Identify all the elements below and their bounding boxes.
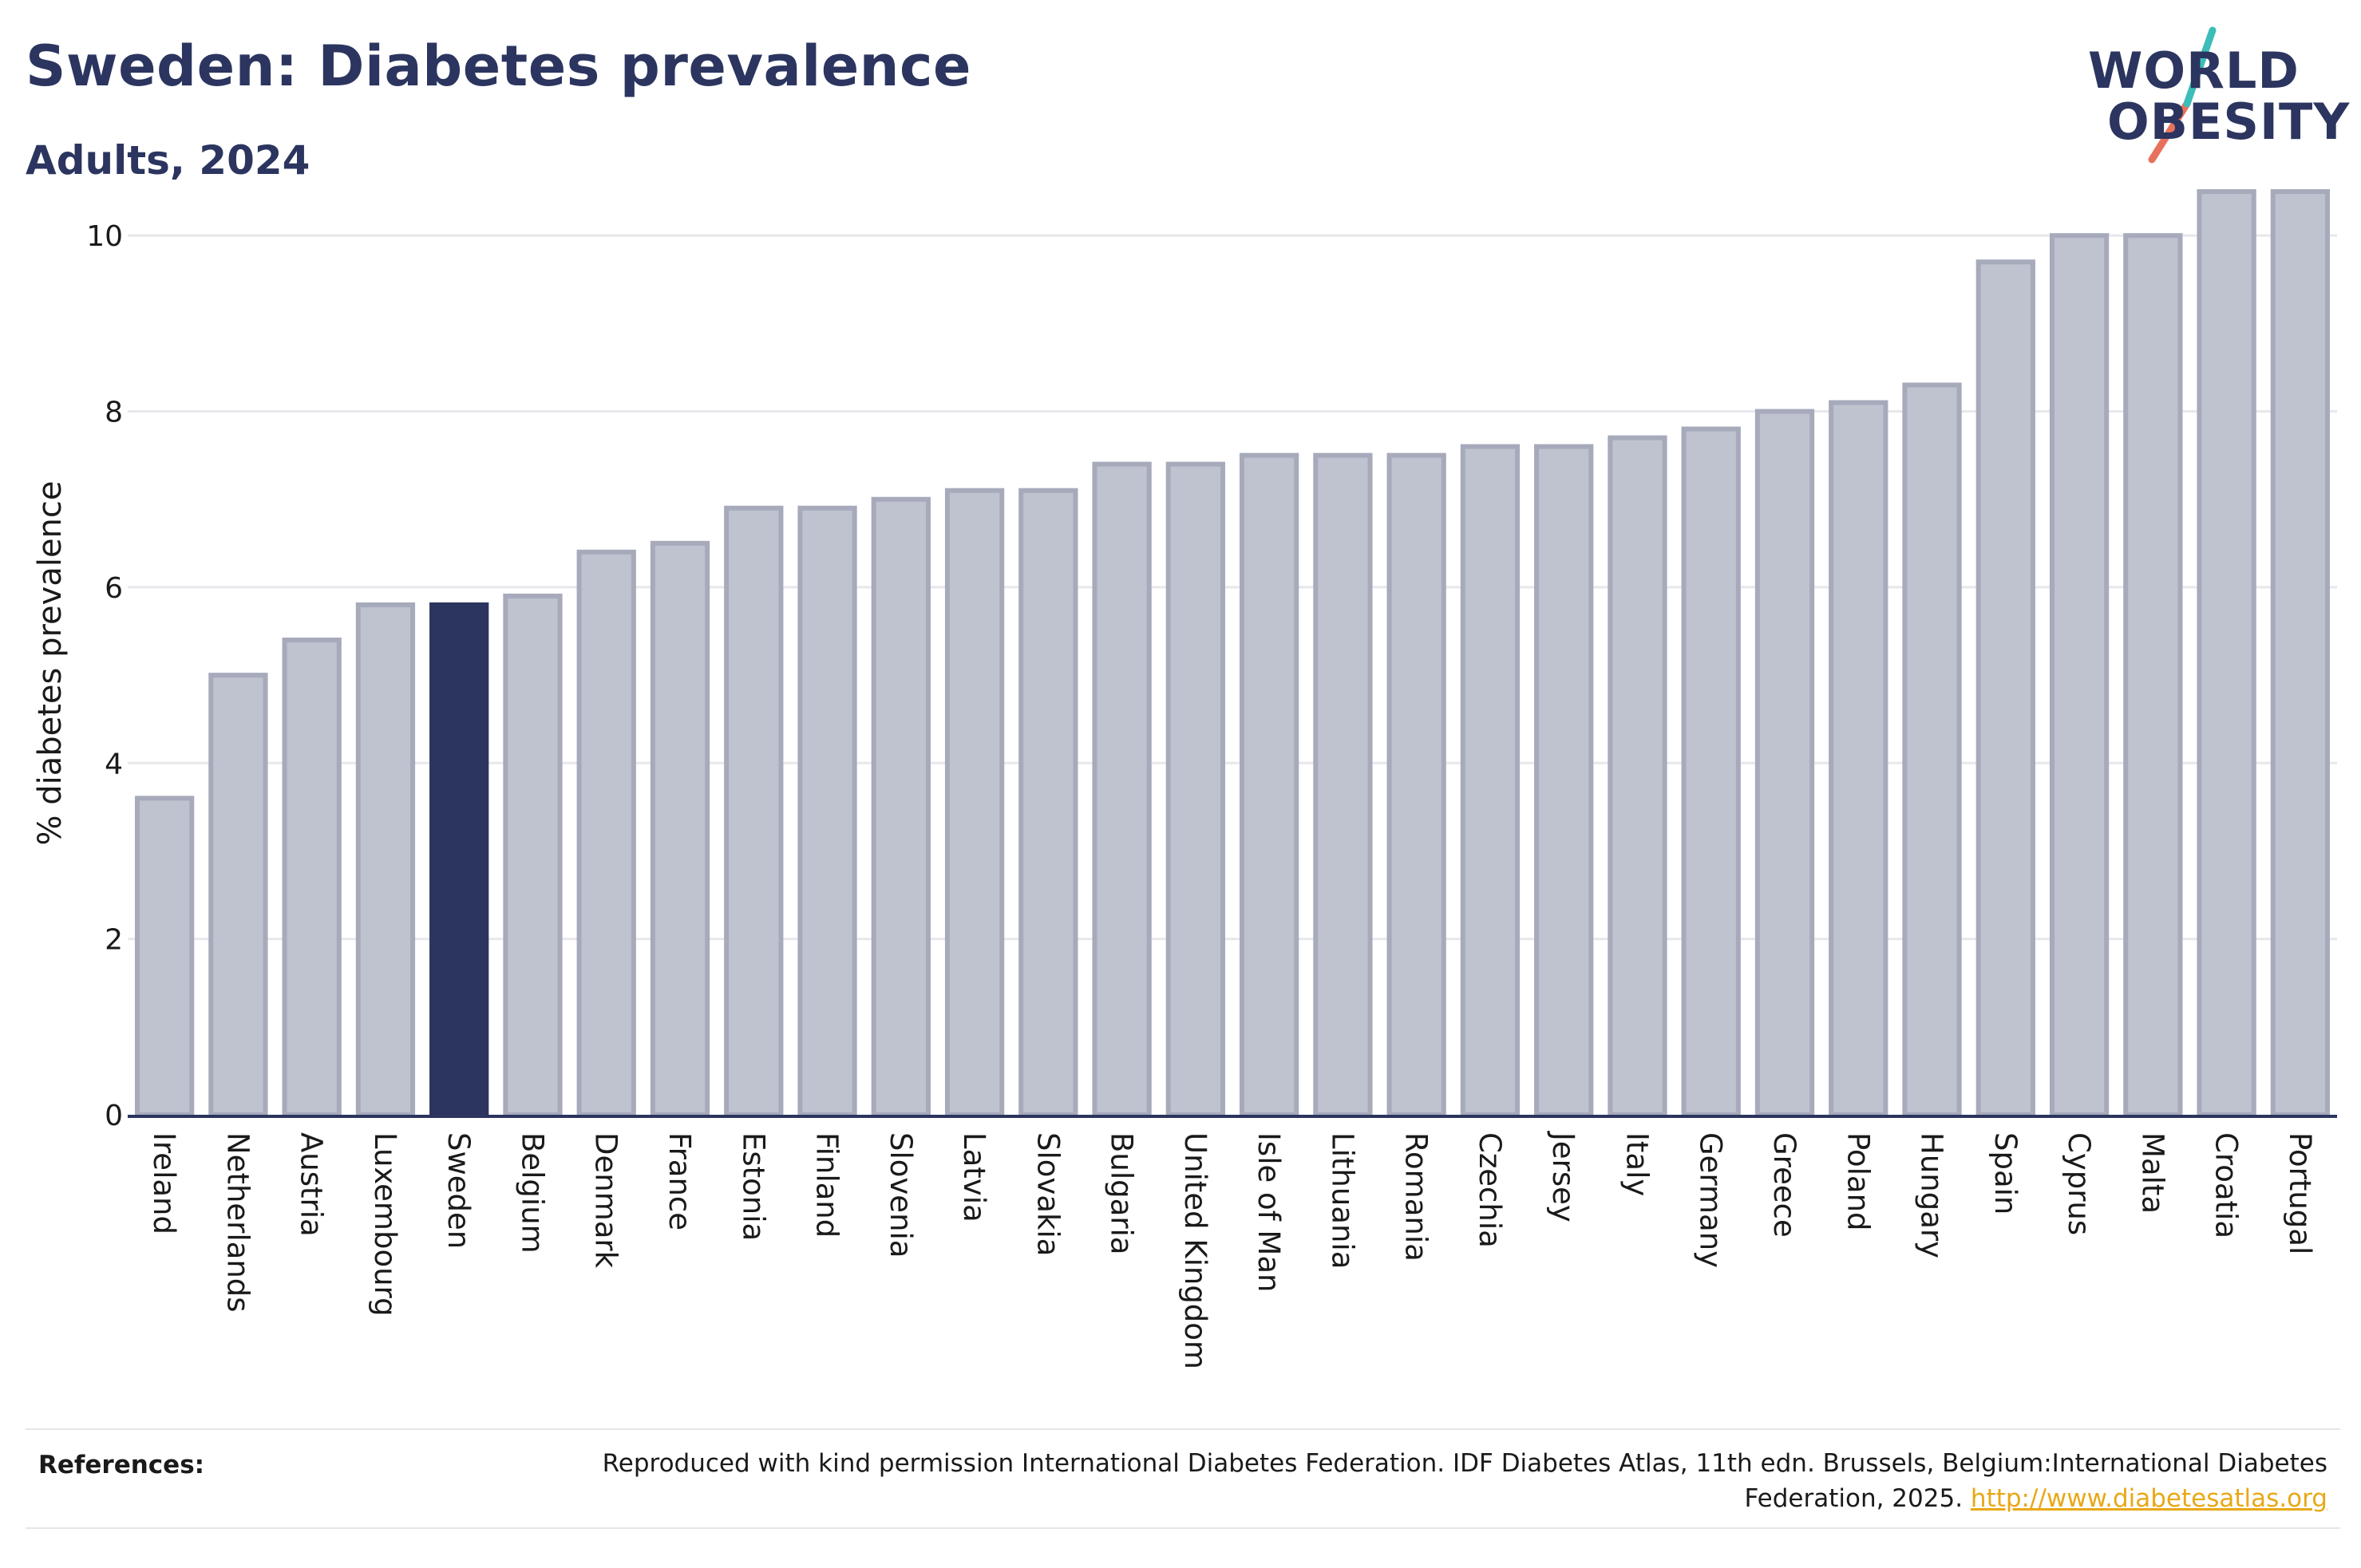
y-tick-label: 4 xyxy=(105,748,123,780)
logo-word-world: WORLD xyxy=(2088,41,2300,100)
bar-slovakia xyxy=(1018,488,1078,1117)
y-axis-label: % diabetes prevalence xyxy=(32,480,69,845)
x-tick-label: Romania xyxy=(1399,1132,1434,1262)
references-link[interactable]: http://www.diabetesatlas.org xyxy=(1970,1484,2327,1513)
bar-germany xyxy=(1681,426,1741,1117)
references-top-divider xyxy=(26,1428,2340,1430)
x-tick-label: Czechia xyxy=(1473,1132,1507,1248)
x-tick-label: Hungary xyxy=(1915,1132,1949,1258)
x-tick-label: Austria xyxy=(295,1132,329,1237)
x-tick-label: Belgium xyxy=(515,1132,549,1254)
bar-chart: 0 2 4 6 8 10 % diabetes prevalence Ireland Nethe… xyxy=(32,189,2337,1369)
bar-sweden xyxy=(429,602,489,1117)
logo-slash-icon xyxy=(2148,26,2217,164)
x-tick-label: Spain xyxy=(1988,1132,2023,1215)
bar-finland xyxy=(797,505,857,1117)
bar-slovenia xyxy=(871,496,931,1117)
bar-malta xyxy=(2123,233,2183,1118)
bar-italy xyxy=(1608,435,1667,1117)
bar-denmark xyxy=(576,549,636,1117)
bar-isle-of-man xyxy=(1239,452,1299,1117)
bar-latvia xyxy=(944,488,1005,1117)
bar-netherlands xyxy=(208,673,268,1117)
bar-greece xyxy=(1754,409,1815,1117)
bar-czechia xyxy=(1460,444,1521,1117)
x-tick-label: Estonia xyxy=(736,1132,770,1241)
bar-spain xyxy=(1975,259,2035,1118)
x-tick-label: Bulgaria xyxy=(1105,1132,1139,1254)
logo-word-obesity: OBESITY xyxy=(2107,93,2351,151)
bar-ireland xyxy=(134,796,195,1117)
x-tick-label: United Kingdom xyxy=(1178,1132,1212,1369)
bar-belgium xyxy=(503,593,563,1117)
bar-romania xyxy=(1386,452,1446,1117)
bar-jersey xyxy=(1534,444,1594,1117)
references-citation: Reproduced with kind permission Internat… xyxy=(602,1449,2327,1513)
references-bottom-divider xyxy=(26,1527,2340,1529)
bar-cyprus xyxy=(2049,233,2110,1118)
x-tick-label: Lithuania xyxy=(1325,1132,1359,1269)
y-tick-label: 8 xyxy=(105,397,123,429)
chart-title: Sweden: Diabetes prevalence xyxy=(26,34,971,99)
x-tick-label: Latvia xyxy=(957,1132,991,1222)
x-tick-label: Luxembourg xyxy=(368,1132,402,1317)
x-tick-label: Isle of Man xyxy=(1252,1132,1286,1292)
bar-austria xyxy=(282,638,342,1117)
x-tick-label: Cyprus xyxy=(2062,1132,2096,1235)
x-tick-label: Denmark xyxy=(589,1132,623,1269)
x-tick-label: Finland xyxy=(810,1132,844,1238)
x-tick-label: Croatia xyxy=(2209,1132,2244,1238)
x-tick-label: Slovakia xyxy=(1030,1132,1065,1256)
bar-lithuania xyxy=(1313,452,1373,1117)
bar-portugal xyxy=(2270,189,2331,1117)
bar-bulgaria xyxy=(1092,461,1152,1117)
bar-poland xyxy=(1829,400,1888,1117)
x-tick-label: Netherlands xyxy=(220,1132,255,1313)
x-tick-label: Jersey xyxy=(1546,1131,1580,1222)
y-tick-label: 0 xyxy=(105,1100,123,1132)
x-tick-label: Sweden xyxy=(441,1132,476,1249)
chart-subtitle: Adults, 2024 xyxy=(26,137,310,184)
x-tick-label: Malta xyxy=(2135,1132,2169,1214)
references-label: References: xyxy=(38,1451,205,1479)
x-tick-label: Greece xyxy=(1767,1132,1801,1238)
references-text: Reproduced with kind permission Internat… xyxy=(571,1446,2327,1516)
y-tick-label: 6 xyxy=(105,572,123,605)
y-tick-label: 10 xyxy=(86,220,123,253)
bar-estonia xyxy=(724,505,784,1117)
world-obesity-logo: WORLD OBESITY xyxy=(2075,24,2349,168)
bar-france xyxy=(650,540,710,1117)
x-tick-label: Portugal xyxy=(2283,1132,2317,1254)
bar-united-kingdom xyxy=(1165,461,1226,1117)
y-tick-label: 2 xyxy=(105,924,123,957)
bar-luxembourg xyxy=(355,602,416,1117)
x-tick-label: Germany xyxy=(1694,1132,1728,1268)
x-tick-label: Italy xyxy=(1619,1132,1654,1196)
x-tick-label: Ireland xyxy=(147,1132,181,1234)
x-tick-label: France xyxy=(662,1132,697,1230)
bar-croatia xyxy=(2197,189,2256,1117)
x-tick-label: Slovenia xyxy=(884,1132,918,1258)
bar-hungary xyxy=(1902,382,1962,1117)
x-tick-label: Poland xyxy=(1841,1132,1875,1231)
